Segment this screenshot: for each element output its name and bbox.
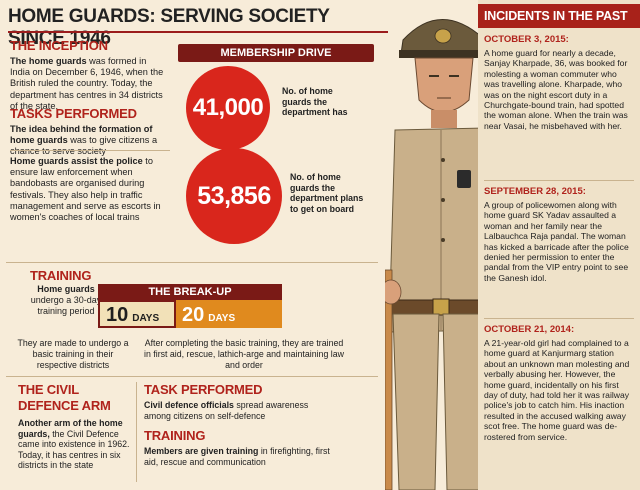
task2-body: spread awareness among citizens on self-… <box>144 400 309 421</box>
civil-heading: THE CIVIL DEFENCE ARM <box>18 382 111 414</box>
task2-lead: Civil defence officials <box>144 400 234 410</box>
incident-2-text: A group of policewomen along with home g… <box>484 200 629 283</box>
inception-lead: The home guards <box>10 56 87 66</box>
breakup-first-number: 10 <box>106 304 129 326</box>
civil-heading-line2: DEFENCE ARM <box>18 398 111 413</box>
tasks-lead-1: The idea behind the formation of home gu… <box>10 124 153 146</box>
membership-heading: MEMBERSHIP DRIVE <box>178 44 374 62</box>
training2-heading: TRAINING <box>144 428 206 443</box>
civil-vertical-rule <box>136 382 137 482</box>
breakup-second-box: 20 DAYS <box>176 300 282 328</box>
training2-lead: Members are given training <box>144 446 259 456</box>
civil-lead: Another arm of the home guards, <box>18 418 123 439</box>
inception-text: The home guards was formed in India on D… <box>10 56 168 112</box>
tasks-text-2: Home guards assist the police to ensure … <box>10 156 168 223</box>
training-after-text: After completing the basic training, the… <box>144 338 344 371</box>
stat-41000-circle: 41,000 <box>186 66 270 150</box>
stat-53856-circle: 53,856 <box>186 148 282 244</box>
civil-text: Another arm of the home guards, the Civi… <box>18 418 130 471</box>
inception-body: was formed in India on December 6, 1946,… <box>10 56 164 111</box>
stat-41000-label: No. of home guards the department has <box>282 86 348 118</box>
training2-text: Members are given training in firefighti… <box>144 446 334 467</box>
tasks-heading: TASKS PERFORMED <box>10 106 137 121</box>
incidents-panel <box>478 0 640 490</box>
incident-1-date: OCTOBER 3, 2015: <box>484 34 569 45</box>
incident-divider-1 <box>484 180 634 181</box>
tasks-body-1: was to give citizens a chance to serve s… <box>10 135 158 157</box>
inception-heading: THE INCEPTION <box>10 38 108 53</box>
page-title: HOME GUARDS: SERVING SOCIETY SINCE 1946 <box>8 6 330 49</box>
tasks-text-1: The idea behind the formation of home gu… <box>10 124 168 158</box>
home-guard-illustration <box>385 19 494 490</box>
training2-body: in firefighting, first aid, rescue and c… <box>144 446 330 467</box>
tasks-body-2: to ensure law enforcement when bandobast… <box>10 156 161 223</box>
task2-heading: TASK PERFORMED <box>144 382 263 397</box>
incident-3-text: A 21-year-old girl had complained to a h… <box>484 338 630 442</box>
incident-divider-2 <box>484 318 634 319</box>
breakup-second-number: 20 <box>182 304 205 326</box>
breakup-second-unit: DAYS <box>208 313 236 324</box>
incident-1-text: A home guard for nearly a decade, Sanjay… <box>484 48 628 131</box>
training-basic-text: They are made to undergo a basic trainin… <box>17 338 129 371</box>
training-text: Home guards undergo a 30-day training pe… <box>28 284 104 318</box>
breakup-first-box: 10 DAYS <box>98 300 176 328</box>
stat-53856-label: No. of home guards the department plans … <box>290 172 364 214</box>
civil-body: the Civil Defence came into existence in… <box>18 428 130 471</box>
incidents-heading: INCIDENTS IN THE PAST <box>478 4 640 28</box>
incident-2-date: SEPTEMBER 28, 2015: <box>484 186 586 197</box>
breakup-first-unit: DAYS <box>132 313 160 324</box>
civil-heading-line1: THE CIVIL <box>18 382 80 397</box>
civil-top-rule <box>6 376 378 377</box>
training-heading: TRAINING <box>30 268 92 283</box>
training-top-rule <box>6 262 378 263</box>
breakup-heading: THE BREAK-UP <box>98 284 282 300</box>
training-body: undergo a 30-day training period <box>30 295 102 317</box>
training-lead: Home guards <box>37 284 95 294</box>
tasks-lead-2: Home guards assist the police <box>10 156 143 166</box>
title-divider <box>8 31 388 33</box>
tasks-divider <box>10 150 170 151</box>
incident-3-date: OCTOBER 21, 2014: <box>484 324 575 335</box>
task2-text: Civil defence officials spread awareness… <box>144 400 334 421</box>
